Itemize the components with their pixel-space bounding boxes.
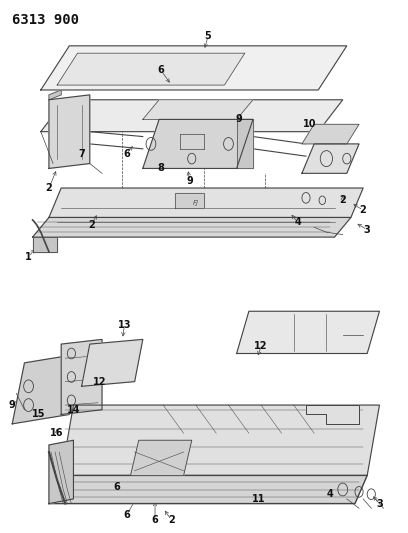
Text: 2: 2 [168, 515, 175, 525]
Text: 6: 6 [123, 149, 130, 159]
Text: 11: 11 [252, 494, 266, 504]
Polygon shape [302, 144, 359, 173]
Polygon shape [306, 405, 359, 424]
Text: 1: 1 [25, 252, 32, 262]
Text: 4: 4 [295, 217, 301, 228]
Text: 2: 2 [46, 183, 52, 193]
Text: 6: 6 [113, 482, 120, 492]
Polygon shape [131, 440, 192, 475]
Text: 6313 900: 6313 900 [12, 13, 79, 27]
Text: 2: 2 [339, 195, 346, 205]
Polygon shape [175, 193, 204, 208]
Text: 10: 10 [303, 119, 317, 130]
Text: FJ: FJ [193, 200, 199, 206]
Polygon shape [237, 311, 379, 353]
Text: 3: 3 [364, 225, 370, 235]
Text: 6: 6 [158, 66, 164, 75]
Text: 6: 6 [152, 515, 158, 525]
Text: 2: 2 [89, 220, 95, 230]
Polygon shape [61, 405, 379, 475]
Text: 4: 4 [327, 489, 334, 499]
Text: 12: 12 [93, 377, 107, 386]
Polygon shape [49, 440, 73, 504]
Polygon shape [33, 217, 351, 237]
Polygon shape [57, 53, 245, 85]
Text: 6: 6 [123, 510, 130, 520]
Text: 5: 5 [205, 31, 211, 41]
Polygon shape [49, 475, 367, 504]
Text: 13: 13 [118, 320, 131, 330]
Polygon shape [49, 188, 363, 217]
Polygon shape [302, 124, 359, 144]
Polygon shape [33, 237, 57, 252]
Polygon shape [237, 119, 253, 168]
Text: 12: 12 [254, 342, 268, 351]
Text: 9: 9 [186, 176, 193, 185]
Text: 15: 15 [32, 409, 46, 419]
Polygon shape [49, 90, 61, 100]
Text: 2: 2 [360, 205, 366, 215]
Polygon shape [41, 46, 347, 90]
Text: 16: 16 [50, 428, 64, 438]
Polygon shape [61, 340, 102, 415]
Text: 7: 7 [78, 149, 85, 159]
Polygon shape [49, 95, 90, 168]
Text: 3: 3 [376, 498, 383, 508]
Polygon shape [82, 340, 143, 386]
Polygon shape [41, 100, 343, 132]
Text: 8: 8 [158, 164, 164, 173]
Polygon shape [143, 100, 253, 119]
Text: 14: 14 [67, 405, 80, 415]
Polygon shape [12, 353, 82, 424]
Text: 9: 9 [235, 115, 242, 124]
Polygon shape [143, 119, 253, 168]
Text: 9: 9 [9, 400, 16, 410]
